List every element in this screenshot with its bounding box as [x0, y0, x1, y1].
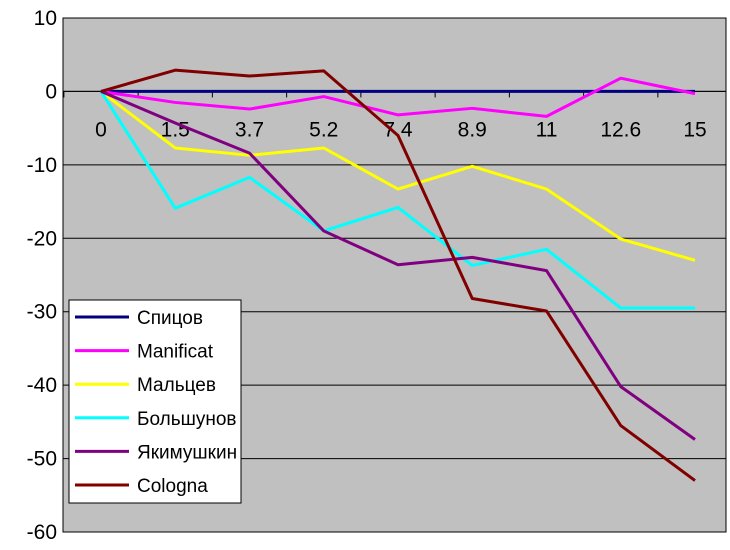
legend-label: Якимушкин: [137, 442, 237, 463]
series-lines: [99, 68, 696, 482]
y-tick-label: -10: [27, 154, 57, 177]
legend-label: Большунов: [137, 409, 237, 430]
series-line-2: [100, 90, 696, 262]
y-tick-label: 10: [34, 7, 57, 30]
y-axis-ticks: 10 0 -10 -20 -30 -40 -50 -60: [27, 7, 57, 544]
y-tick-label: -40: [27, 374, 57, 397]
series-line-3: [99, 90, 695, 310]
y-tick-label: -30: [27, 301, 57, 324]
y-tick-label: -20: [27, 227, 57, 250]
x-tick-label: 11: [536, 118, 558, 141]
series-line-5: [100, 68, 696, 482]
x-axis-ticks: 0 1.5 3.7 5.2 7.4 8.9 11 12.6 15: [63, 90, 726, 141]
legend: Спицов Manificat Мальцев Большунов Якимушкин…: [68, 299, 242, 504]
x-tick-label: 8.9: [458, 118, 487, 141]
legend-label: Мальцев: [137, 375, 216, 396]
x-tick-label: 5.2: [309, 118, 338, 141]
legend-label: Спицов: [137, 308, 203, 329]
x-tick-label: 15: [683, 118, 706, 141]
legend-label: Cologna: [137, 476, 208, 497]
legend-label: Manificat: [137, 342, 214, 363]
x-tick-label: 0: [95, 118, 107, 141]
series-line-4: [100, 90, 696, 441]
y-tick-label: -60: [27, 521, 57, 544]
series-line-1: [100, 76, 696, 118]
x-tick-label: 3.7: [235, 118, 264, 141]
legend-box: [68, 299, 242, 504]
x-tick-label: 7.4: [383, 118, 413, 141]
x-tick-label: 12.6: [600, 118, 641, 141]
y-tick-label: 0: [45, 80, 57, 103]
x-tick-label: 1.5: [161, 118, 190, 141]
y-tick-label: -50: [27, 448, 57, 471]
